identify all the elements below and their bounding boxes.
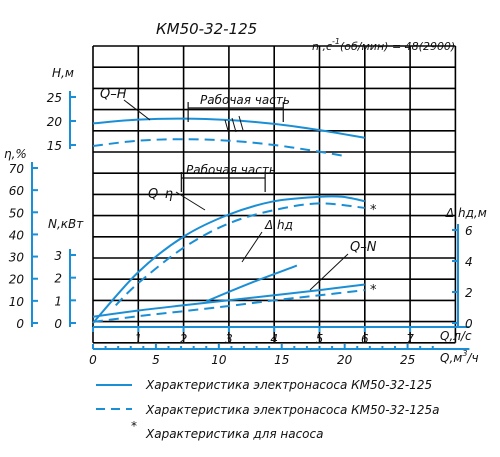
work-zone-label-bottom: Рабочая часть	[186, 163, 276, 177]
x2-tick-label: 0	[89, 353, 97, 367]
x2-tick-label: 10	[211, 353, 227, 367]
series-qeta-dashed	[114, 202, 365, 307]
star-n: *	[370, 283, 377, 298]
legend: Характеристика электронасоса КМ50-32-125…	[96, 378, 439, 441]
work-zone-label-top: Рабочая часть	[200, 93, 290, 107]
y-axis-label-n: N,кВт	[48, 217, 84, 231]
y-tick-label-eta: 70	[9, 162, 25, 176]
label-leader	[175, 191, 206, 211]
x2-tick-label: 25	[400, 353, 415, 367]
label-qn: Q–N	[350, 240, 377, 255]
x-tick-label: 2	[180, 332, 188, 346]
legend-solid-text: Характеристика электронасоса КМ50-32-125	[145, 378, 432, 392]
y-tick-label-eta: 50	[9, 206, 25, 220]
label-npsh: Δ hд	[264, 218, 293, 232]
label-qeta: Q–η	[148, 187, 173, 202]
x2-tick-label: 5	[152, 353, 160, 367]
x-tick-label: 6	[361, 332, 369, 346]
y-tick-label-n: 0	[54, 317, 62, 331]
x-axis-label: Q,л/с	[440, 329, 472, 343]
work-zone-hatch	[238, 115, 244, 131]
x2-axis-label: Q,м3/ч	[440, 349, 479, 365]
x-tick-label: 5	[316, 332, 324, 346]
label-leader	[309, 253, 349, 291]
legend-star-text: Характеристика для насоса	[145, 427, 323, 441]
y-tick-label-eta: 30	[9, 251, 25, 265]
y-tick-label-eta: 0	[16, 317, 24, 331]
y-tick-label-npsh: 0	[465, 317, 473, 331]
speed-label: n ,c-1(об/мин) = 48(2900)	[312, 37, 455, 53]
x-tick-label: 7	[406, 332, 414, 346]
y-tick-label-npsh: 4	[465, 255, 473, 269]
x2-tick-label: 20	[337, 353, 353, 367]
work-zone-hatch	[231, 117, 237, 133]
x-tick-label: 1	[134, 332, 142, 346]
y-tick-label-eta: 20	[9, 273, 25, 287]
y-tick-label-h: 25	[47, 91, 62, 105]
y-tick-label-h: 20	[47, 115, 63, 129]
x-tick-label: 4	[270, 332, 278, 346]
y-tick-label-eta: 10	[9, 295, 25, 309]
legend-dashed-text: Характеристика электронасоса КМ50-32-125…	[145, 403, 439, 417]
star-eta: *	[370, 203, 377, 218]
curve-layer	[92, 117, 365, 324]
y-tick-label-eta: 40	[9, 228, 25, 242]
x-tick-label: 3	[225, 332, 233, 346]
y-axis-label-h: H,м	[52, 66, 74, 80]
y-tick-label-npsh: 2	[465, 286, 473, 300]
series-qn-dashed	[92, 289, 365, 323]
label-leader	[123, 99, 151, 121]
label-leader	[241, 231, 263, 263]
y-tick-label-h: 15	[47, 139, 62, 153]
legend-star-mark: *	[131, 419, 137, 433]
y-tick-label-n: 2	[54, 272, 62, 286]
chart-title: КМ50-32-125	[156, 20, 257, 38]
y-axis-label-npsh: Δ hд,м	[445, 206, 487, 220]
axis-layer	[31, 91, 470, 350]
y-tick-label-n: 1	[54, 294, 62, 308]
work-zone-hatch	[224, 119, 230, 135]
y-tick-label-eta: 60	[9, 184, 25, 198]
x2-tick-label: 15	[274, 353, 289, 367]
series-npsh-solid	[205, 264, 298, 303]
label-qh: Q–H	[100, 87, 127, 102]
series-qeta-solid	[92, 195, 365, 324]
grid-layer	[92, 45, 457, 344]
series-qn-solid	[92, 283, 365, 318]
series-qh-solid	[92, 117, 365, 139]
series-qh-dashed	[92, 138, 343, 157]
y-tick-label-n: 3	[54, 249, 62, 263]
y-axis-label-eta: η,%	[4, 147, 27, 161]
y-tick-label-npsh: 6	[465, 224, 473, 238]
